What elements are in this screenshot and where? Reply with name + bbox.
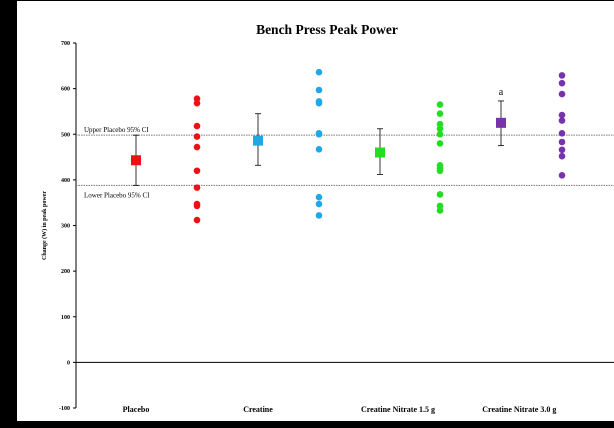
data-point	[193, 133, 201, 140]
significance-annotation: a	[499, 87, 504, 98]
category-label: Placebo	[123, 405, 150, 414]
data-point	[558, 72, 566, 79]
data-point	[193, 216, 201, 224]
data-point	[315, 212, 323, 219]
y-tick-label: 600	[61, 87, 70, 93]
reference-line-label: Upper Placebo 95% CI	[84, 126, 149, 134]
data-point	[193, 167, 201, 175]
data-point	[315, 130, 323, 138]
data-point	[436, 120, 444, 128]
y-tick-label: 300	[61, 224, 70, 230]
data-point	[436, 130, 444, 138]
data-point	[315, 200, 323, 208]
y-axis-label: Change (W) in peak power	[41, 191, 48, 260]
data-point	[436, 125, 444, 133]
y-tick-label: 100	[61, 315, 70, 321]
data-point	[193, 99, 201, 107]
data-point	[193, 184, 201, 191]
mean-marker	[375, 147, 385, 158]
data-point	[436, 167, 444, 175]
data-point	[558, 117, 566, 124]
mean-marker	[131, 155, 141, 166]
y-tick-label: 500	[61, 132, 70, 138]
data-point	[193, 143, 201, 151]
y-tick-label: -100	[59, 406, 70, 412]
category-label: Creatine Nitrate 1.5 g	[361, 405, 435, 414]
data-point	[436, 110, 444, 118]
data-point	[193, 95, 201, 102]
y-tick-label: 400	[61, 178, 70, 184]
data-point	[436, 191, 444, 198]
data-point	[436, 140, 444, 147]
data-point	[315, 99, 323, 107]
data-point	[436, 202, 444, 210]
data-point	[315, 86, 323, 94]
category-label: Creatine Nitrate 3.0 g	[482, 405, 556, 414]
data-point	[558, 172, 566, 179]
chart-title: Bench Press Peak Power	[256, 22, 398, 37]
data-point	[558, 90, 566, 98]
reference-line-label: Lower Placebo 95% CI	[84, 191, 150, 199]
data-point	[315, 68, 323, 76]
data-point	[558, 146, 566, 154]
data-point	[436, 207, 444, 214]
data-point	[436, 101, 444, 108]
y-tick-label: 700	[61, 41, 70, 47]
y-tick-label: 0	[67, 360, 70, 366]
data-point	[558, 152, 566, 160]
mean-marker	[496, 117, 506, 128]
plot-background	[17, 1, 614, 421]
y-tick-label: 200	[61, 269, 70, 275]
data-point	[558, 79, 566, 87]
mean-marker	[253, 135, 263, 146]
data-point	[315, 146, 323, 153]
data-point	[193, 202, 201, 210]
data-point	[193, 122, 201, 130]
data-point	[558, 111, 566, 119]
category-label: Creatine	[243, 405, 273, 414]
data-point	[558, 130, 566, 137]
data-point	[558, 138, 566, 146]
data-point	[315, 193, 323, 201]
